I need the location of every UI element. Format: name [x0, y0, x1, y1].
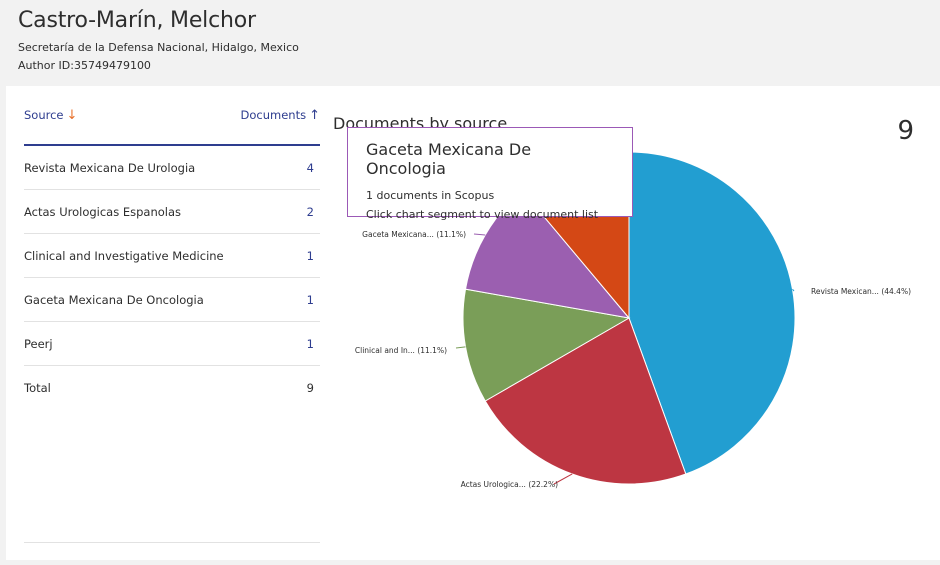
total-label: Total	[24, 380, 51, 395]
pie-slice[interactable]	[484, 317, 687, 485]
slice-leader-line	[553, 473, 573, 485]
tooltip-hint: Click chart segment to view document lis…	[366, 208, 599, 221]
tooltip-count: 1 documents in Scopus	[366, 189, 495, 202]
documents-header-label: Documents	[240, 108, 307, 122]
pie-slice[interactable]	[628, 151, 796, 475]
author-affiliation: Secretaría de la Defensa Nacional, Hidal…	[18, 41, 299, 54]
arrow-up-icon: ↑	[309, 107, 320, 123]
document-count-link[interactable]: 1	[306, 336, 314, 351]
document-count-link[interactable]: 1	[306, 248, 314, 263]
slice-label: Gaceta Mexicana... (11.1%)	[362, 230, 466, 239]
source-name: Gaceta Mexicana De Oncologia	[24, 292, 204, 307]
table-header: Source ↓ Documents ↑	[24, 86, 320, 146]
source-header-label: Source	[24, 108, 64, 122]
arrow-down-icon: ↓	[66, 107, 78, 123]
total-value: 9	[306, 380, 314, 395]
sort-by-source-header[interactable]: Source ↓	[24, 108, 77, 123]
source-table: Source ↓ Documents ↑ Revista Mexicana De…	[24, 86, 320, 409]
pie-slice[interactable]	[462, 288, 631, 402]
documents-by-source-panel: Source ↓ Documents ↑ Revista Mexicana De…	[6, 86, 940, 560]
author-name: Castro-Marín, Melchor	[18, 8, 256, 33]
author-id: Author ID:35749479100	[18, 59, 151, 72]
source-name: Peerj	[24, 336, 53, 351]
table-row: Gaceta Mexicana De Oncologia 1	[24, 278, 320, 322]
table-total-row: Total 9	[24, 366, 320, 409]
source-name: Revista Mexicana De Urologia	[24, 160, 196, 175]
slice-label: Clinical and In... (11.1%)	[355, 346, 447, 355]
table-bottom-divider	[24, 542, 320, 543]
author-header: Castro-Marín, Melchor Secretaría de la D…	[18, 8, 299, 75]
table-row: Revista Mexicana De Urologia 4	[24, 146, 320, 190]
source-name: Actas Urologicas Espanolas	[24, 204, 182, 219]
document-count-link[interactable]: 4	[306, 160, 314, 175]
slice-label: Revista Mexican... (44.4%)	[811, 287, 911, 296]
total-documents: 9	[897, 116, 914, 146]
slice-label: Actas Urologica... (22.2%)	[461, 480, 558, 489]
table-row: Clinical and Investigative Medicine 1	[24, 234, 320, 278]
table-row: Actas Urologicas Espanolas 2	[24, 190, 320, 234]
tooltip-title: Gaceta Mexicana De Oncologia	[366, 140, 532, 178]
source-name: Clinical and Investigative Medicine	[24, 248, 224, 263]
document-count-link[interactable]: 2	[306, 204, 314, 219]
document-count-link[interactable]: 1	[306, 292, 314, 307]
slice-leader-line	[455, 346, 466, 349]
slice-leader-line	[473, 233, 486, 236]
slice-leader-line	[792, 288, 795, 292]
chart-tooltip: Gaceta Mexicana De Oncologia 1 documents…	[347, 127, 633, 221]
pie-chart: Revista Mexican... (44.4%) Actas Urologic…	[355, 151, 911, 489]
table-row: Peerj 1	[24, 322, 320, 366]
sort-by-documents-header[interactable]: Documents ↑	[241, 108, 320, 123]
